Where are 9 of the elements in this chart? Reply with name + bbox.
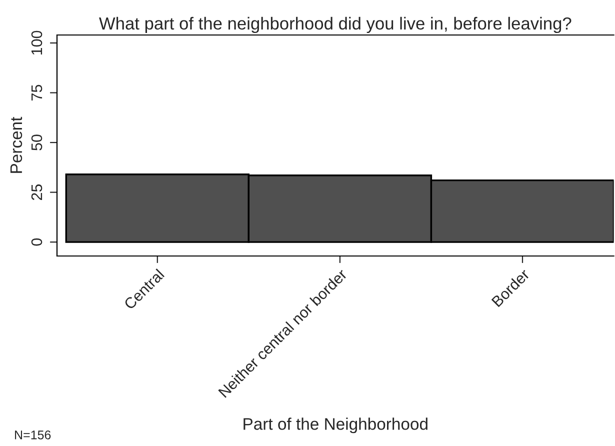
y-tick-label: 75 — [32, 84, 42, 100]
y-axis-title: Percent — [10, 116, 22, 173]
y-tick-label: 100 — [31, 30, 42, 55]
y-tick-label: 25 — [31, 184, 42, 200]
y-tick-label: 0 — [31, 238, 42, 246]
y-tick-label: 50 — [31, 134, 42, 150]
x-axis-title: Part of the Neighborhood — [244, 418, 428, 434]
text: N=156 — [15, 430, 51, 440]
chart-title: What part of the neighborhood did you live in, before leaving? — [99, 16, 572, 34]
